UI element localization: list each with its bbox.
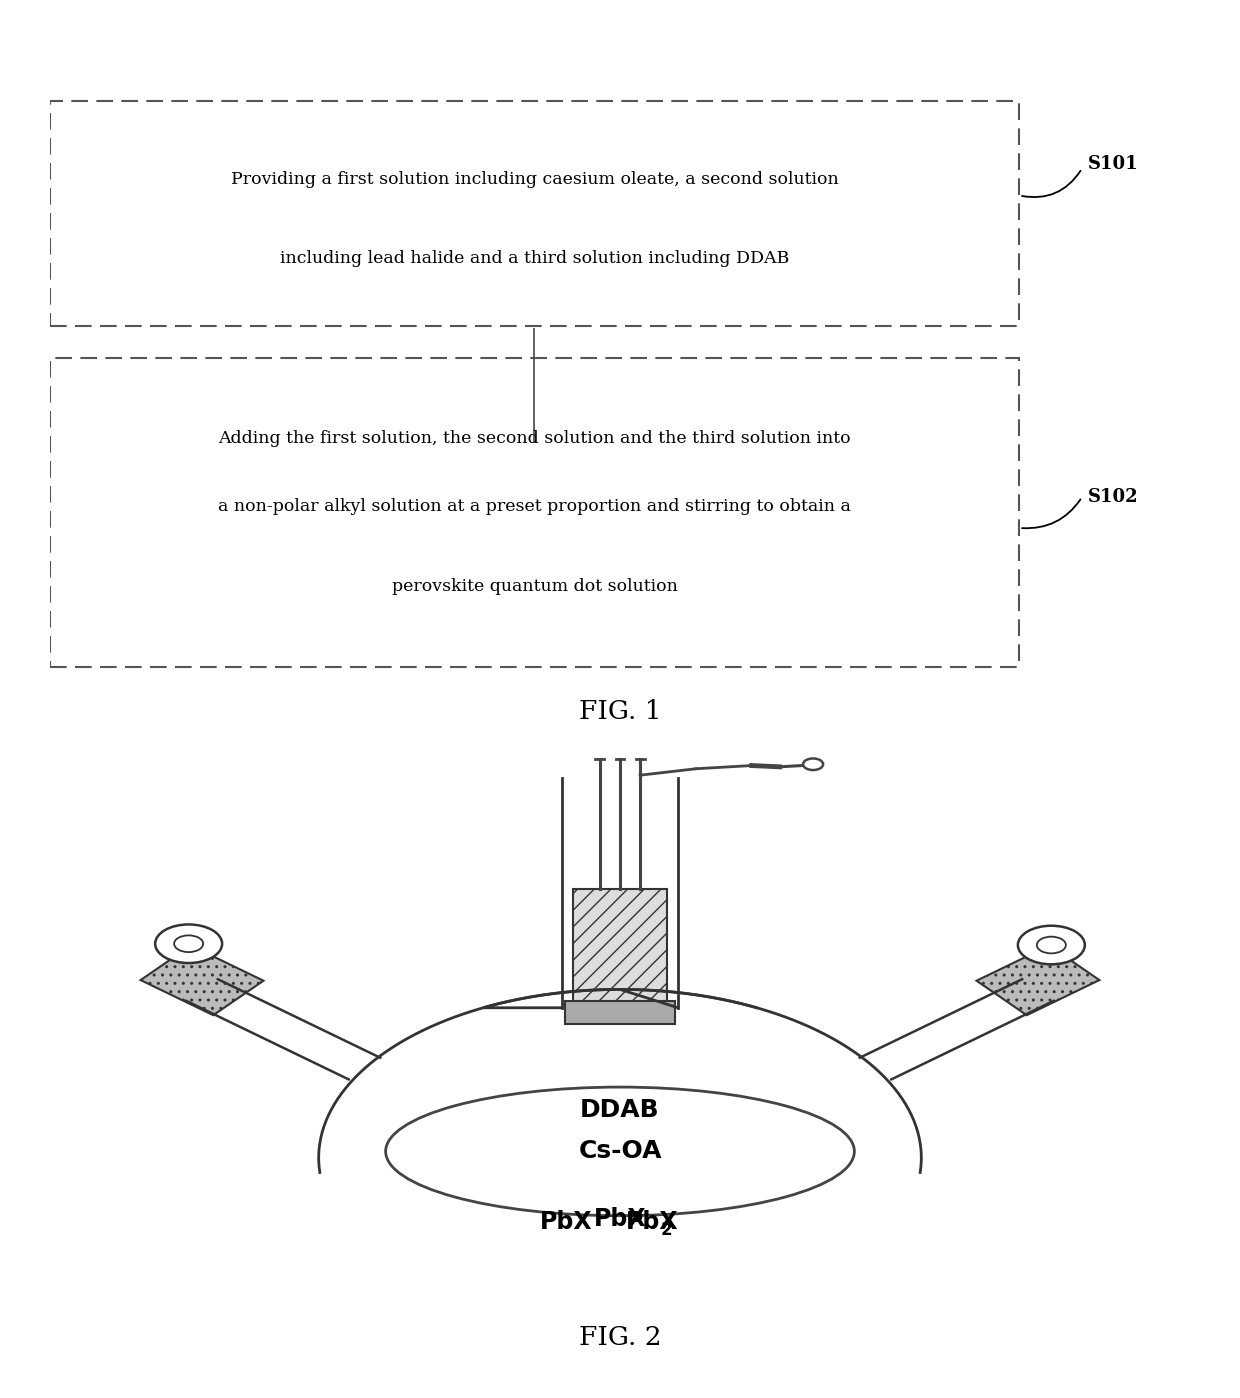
FancyBboxPatch shape bbox=[565, 1001, 675, 1023]
Text: Providing a first solution including caesium oleate, a second solution: Providing a first solution including cae… bbox=[231, 171, 838, 189]
Text: PbX: PbX bbox=[625, 1211, 678, 1234]
Text: FIG. 2: FIG. 2 bbox=[579, 1325, 661, 1350]
Text: FIG. 1: FIG. 1 bbox=[579, 699, 661, 724]
Text: a non-polar alkyl solution at a preset proportion and stirring to obtain a: a non-polar alkyl solution at a preset p… bbox=[218, 498, 851, 514]
Ellipse shape bbox=[386, 1088, 854, 1216]
Text: perovskite quantum dot solution: perovskite quantum dot solution bbox=[392, 579, 677, 596]
FancyBboxPatch shape bbox=[573, 889, 667, 1005]
Text: Adding the first solution, the second solution and the third solution into: Adding the first solution, the second so… bbox=[218, 431, 851, 447]
Text: S102: S102 bbox=[1087, 488, 1138, 506]
Polygon shape bbox=[140, 945, 263, 1015]
Text: PbX: PbX bbox=[539, 1211, 593, 1234]
Circle shape bbox=[1018, 925, 1085, 965]
Text: 2: 2 bbox=[661, 1220, 672, 1239]
Text: PbX: PbX bbox=[594, 1206, 646, 1230]
Text: including lead halide and a third solution including DDAB: including lead halide and a third soluti… bbox=[280, 250, 789, 267]
Text: DDAB: DDAB bbox=[580, 1097, 660, 1121]
FancyBboxPatch shape bbox=[50, 358, 1019, 667]
FancyBboxPatch shape bbox=[50, 101, 1019, 326]
Polygon shape bbox=[977, 945, 1100, 1015]
Text: Cs-OA: Cs-OA bbox=[578, 1139, 662, 1163]
Circle shape bbox=[155, 924, 222, 963]
Text: S101: S101 bbox=[1087, 155, 1138, 173]
